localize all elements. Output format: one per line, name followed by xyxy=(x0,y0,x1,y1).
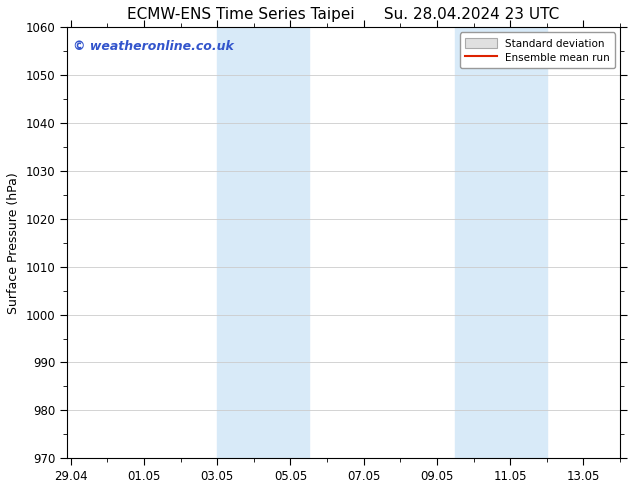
Legend: Standard deviation, Ensemble mean run: Standard deviation, Ensemble mean run xyxy=(460,32,615,68)
Bar xyxy=(217,27,309,458)
Y-axis label: Surface Pressure (hPa): Surface Pressure (hPa) xyxy=(7,172,20,314)
Title: ECMW-ENS Time Series Taipei      Su. 28.04.2024 23 UTC: ECMW-ENS Time Series Taipei Su. 28.04.20… xyxy=(127,7,560,22)
Bar xyxy=(455,27,547,458)
Text: © weatheronline.co.uk: © weatheronline.co.uk xyxy=(72,40,233,53)
